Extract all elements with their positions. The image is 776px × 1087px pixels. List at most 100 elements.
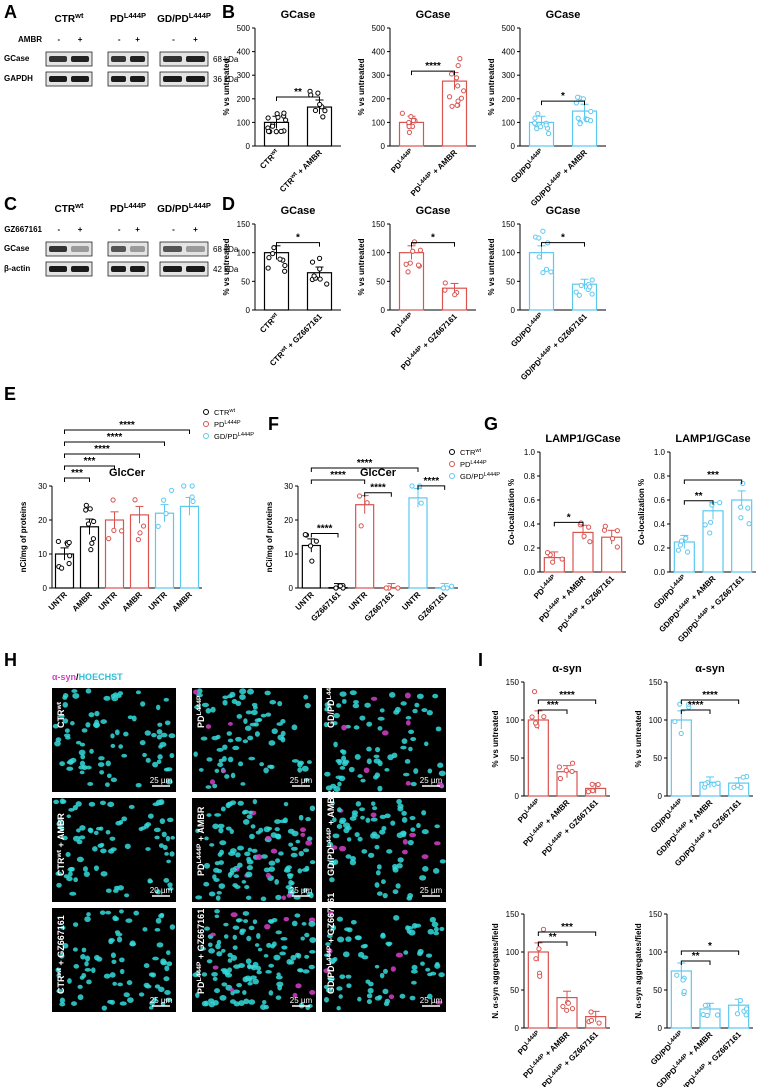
cell-nucleus bbox=[276, 981, 284, 987]
y-tick-label: 400 bbox=[237, 48, 251, 57]
blot-header-sup: L444P bbox=[189, 201, 211, 210]
micro-condition-label-base: CTR bbox=[56, 709, 66, 728]
cell-nucleus bbox=[288, 889, 296, 895]
cell-nucleus bbox=[55, 871, 63, 876]
cell-nucleus bbox=[55, 737, 62, 743]
data-point bbox=[677, 542, 683, 548]
y-tick-label: 100 bbox=[649, 948, 663, 957]
cell-nucleus bbox=[439, 859, 446, 864]
significance-label: **** bbox=[357, 458, 373, 469]
cell-nucleus bbox=[268, 963, 275, 968]
cell-nucleus bbox=[374, 844, 380, 850]
cell-nucleus bbox=[324, 702, 331, 708]
cell-nucleus bbox=[413, 768, 419, 775]
cell-nucleus bbox=[169, 752, 175, 759]
cell-nucleus bbox=[163, 877, 170, 883]
cell-nucleus bbox=[274, 833, 281, 840]
data-point bbox=[66, 560, 72, 567]
scale-label: 25 µm bbox=[290, 886, 313, 895]
data-point bbox=[383, 585, 389, 591]
cell-nucleus bbox=[147, 813, 154, 819]
x-tick-label: PDL444P + AMBR bbox=[409, 148, 459, 198]
micro-header-asyn: α-syn bbox=[52, 672, 76, 682]
scale-label: 25 µm bbox=[150, 996, 173, 1005]
data-point bbox=[738, 515, 744, 521]
legend-label-sup: wt bbox=[474, 448, 481, 454]
cell-nucleus bbox=[56, 988, 63, 994]
data-point bbox=[161, 497, 167, 503]
cell-nucleus bbox=[374, 746, 381, 753]
blot-band bbox=[71, 246, 89, 252]
blot-sign: - bbox=[58, 35, 61, 44]
cell-nucleus bbox=[417, 948, 424, 955]
data-point bbox=[313, 538, 319, 544]
cell-nucleus bbox=[135, 783, 142, 788]
data-point bbox=[672, 719, 678, 725]
cell-nucleus bbox=[211, 971, 218, 977]
x-tick-label: AMBR bbox=[171, 590, 194, 613]
cell-nucleus bbox=[401, 849, 408, 855]
data-point bbox=[312, 107, 319, 114]
micro-condition-label-sup: L444P bbox=[196, 695, 203, 715]
cell-nucleus bbox=[260, 713, 267, 718]
micro-image bbox=[52, 688, 176, 792]
cell-nucleus bbox=[438, 770, 446, 777]
blot-strip bbox=[107, 261, 149, 277]
cell-nucleus bbox=[92, 846, 98, 852]
legend-marker bbox=[449, 449, 455, 455]
cell-nucleus bbox=[277, 700, 283, 707]
cell-nucleus bbox=[402, 839, 408, 845]
cell-nucleus bbox=[328, 911, 334, 917]
x-tick-label-rest: + AMBR bbox=[685, 798, 715, 828]
data-point bbox=[683, 535, 689, 541]
cell-nucleus bbox=[239, 928, 247, 933]
legend-label: GD/PDL444P bbox=[214, 432, 254, 441]
blot-band bbox=[71, 266, 89, 272]
cell-nucleus bbox=[297, 760, 305, 766]
cell-nucleus bbox=[291, 759, 299, 763]
micro-tile: 25 µm CTRwt bbox=[52, 688, 176, 792]
cell-nucleus bbox=[374, 882, 380, 888]
cell-nucleus bbox=[405, 715, 412, 720]
cell-nucleus bbox=[421, 829, 429, 835]
data-point bbox=[140, 523, 147, 529]
significance-label: **** bbox=[317, 524, 333, 535]
data-point bbox=[453, 75, 460, 81]
cell-nucleus bbox=[408, 746, 413, 752]
bar bbox=[527, 951, 549, 1029]
x-tick-label-sup: L444P bbox=[670, 574, 687, 591]
cell-nucleus bbox=[392, 867, 399, 873]
x-tick-label: AMBR bbox=[71, 590, 94, 613]
cell-nucleus bbox=[238, 1000, 245, 1006]
cell-nucleus bbox=[62, 943, 69, 949]
cell-nucleus bbox=[324, 771, 331, 777]
significance-bracket bbox=[411, 242, 455, 247]
micro-condition-label-sup: L444P bbox=[326, 945, 333, 965]
cell-nucleus bbox=[252, 705, 258, 710]
blot-header: GD/PDL444P bbox=[157, 201, 211, 216]
cell-nucleus bbox=[281, 895, 287, 901]
cell-nucleus bbox=[66, 814, 72, 819]
blot-band bbox=[163, 56, 182, 62]
cell-nucleus bbox=[407, 839, 414, 846]
cell-nucleus bbox=[112, 981, 117, 986]
cell-nucleus bbox=[66, 766, 74, 771]
data-point bbox=[322, 108, 328, 114]
data-point bbox=[595, 781, 601, 788]
data-point bbox=[90, 536, 97, 542]
cell-nucleus bbox=[405, 720, 411, 726]
cell-nucleus bbox=[359, 715, 366, 721]
y-axis-label: nCi/mg of proteins bbox=[19, 501, 28, 572]
data-point bbox=[702, 1002, 708, 1009]
data-point bbox=[67, 553, 73, 559]
cell-nucleus bbox=[336, 986, 343, 991]
cell-nucleus bbox=[148, 879, 154, 884]
cell-nucleus bbox=[234, 885, 241, 889]
data-point bbox=[614, 544, 620, 550]
cell-nucleus bbox=[265, 970, 272, 974]
cell-nucleus bbox=[370, 812, 377, 818]
data-point bbox=[717, 500, 723, 506]
cell-nucleus bbox=[86, 979, 92, 985]
cell-nucleus bbox=[291, 920, 298, 927]
